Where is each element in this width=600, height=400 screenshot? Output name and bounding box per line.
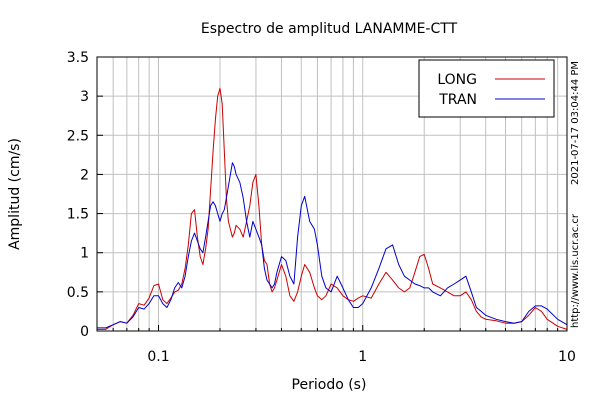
y-tick-label: 1.5 <box>67 207 89 223</box>
x-tick-label: 10 <box>558 349 576 365</box>
x-tick-label: 1 <box>358 349 367 365</box>
series-line-tran <box>97 162 568 329</box>
y-tick-label: 3.5 <box>67 50 89 66</box>
y-tick-label: 2.5 <box>67 128 89 144</box>
grid <box>97 57 567 331</box>
x-axis-title: Periodo (s) <box>292 377 367 393</box>
series-lines <box>97 87 568 330</box>
chart-title: Espectro de amplitud LANAMME-CTT <box>201 21 458 37</box>
source-url-label: http://www.lis.ucr.ac.cr <box>570 213 581 328</box>
y-tick-label: 0.5 <box>67 285 89 301</box>
legend-label-long: LONG <box>437 72 477 88</box>
plot-frame <box>96 56 568 332</box>
y-tick-label: 1 <box>80 246 89 262</box>
legend-box <box>418 59 555 118</box>
legend-label-tran: TRAN <box>438 92 477 108</box>
y-axis-title: Amplitud (cm/s) <box>7 138 23 250</box>
axis-ticks: 0 0.5 1 1.5 2 2.5 3 3.5 0.1 1 10 <box>67 50 576 365</box>
legend: LONG TRAN <box>418 59 555 118</box>
timestamp-label: 2021-07-17 03:04:44 PM <box>570 61 581 185</box>
y-tick-label: 0 <box>80 324 89 340</box>
x-tick-label: 0.1 <box>147 349 169 365</box>
series-line-long <box>97 87 568 330</box>
y-tick-label: 2 <box>80 167 89 183</box>
y-tick-label: 3 <box>80 89 89 105</box>
